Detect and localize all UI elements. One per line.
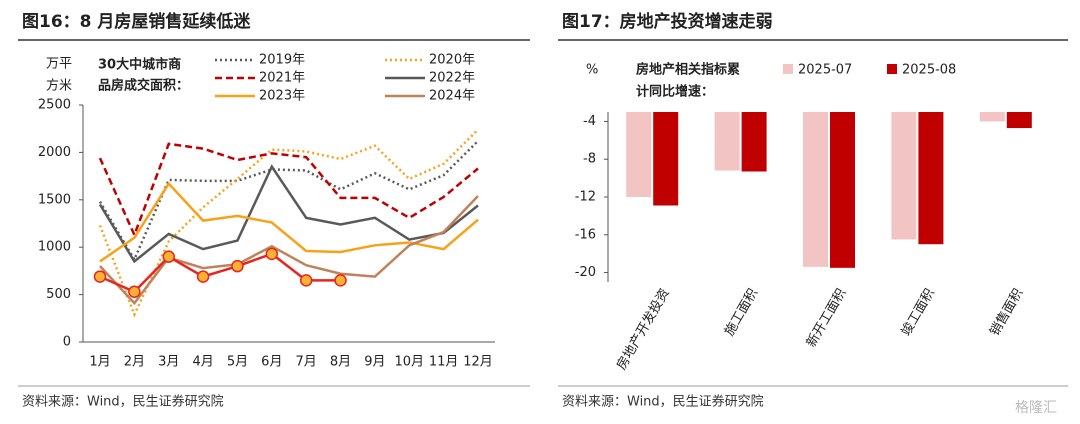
point-marker	[162, 250, 175, 263]
legend-title: 计同比增速：	[636, 84, 714, 100]
y-tick-label: -4	[583, 114, 596, 129]
legend-label: 2020年	[429, 53, 475, 68]
legend-swatch	[783, 64, 793, 74]
bar	[979, 112, 1005, 122]
x-tick-label: 8月	[330, 355, 351, 370]
point-marker	[196, 270, 210, 283]
series-line	[98, 128, 479, 318]
series-line	[99, 195, 479, 306]
series-line	[99, 181, 479, 263]
bar	[918, 112, 944, 245]
bar	[891, 112, 917, 240]
x-tick-label: 4月	[192, 355, 213, 370]
point-marker	[231, 259, 244, 273]
x-tick-label: 3月	[158, 355, 179, 370]
legend-label: 2025-07	[798, 63, 852, 78]
series-line	[98, 140, 479, 263]
chart-title: 图17：房地产投资增速走弱	[562, 11, 773, 32]
x-tick-label: 竣工面积	[899, 286, 938, 339]
y-tick-label: 1500	[38, 192, 71, 207]
y-tick-label: -12	[575, 190, 596, 205]
bar	[830, 112, 855, 268]
x-tick-label: 新开工面积	[803, 286, 849, 350]
y-tick-label: 2000	[38, 145, 71, 160]
point-marker	[334, 274, 347, 287]
x-tick-label: 10月	[394, 355, 424, 370]
y-tick-label: 2500	[38, 98, 71, 113]
legend-title: 品房成交面积：	[98, 78, 189, 94]
x-tick-label: 施工面积	[722, 286, 761, 339]
y-axis-label: %	[586, 63, 598, 78]
x-tick-label: 房地产开发投资	[613, 286, 672, 373]
legend-swatch	[887, 64, 897, 74]
y-tick-label: 500	[46, 287, 71, 302]
bar	[741, 112, 767, 172]
source: 资料来源：Wind，民生证券研究院	[22, 394, 224, 410]
bar	[803, 112, 828, 267]
x-tick-label: 2月	[124, 355, 145, 370]
series-line	[98, 142, 479, 239]
y-tick-label: -20	[575, 265, 596, 280]
series-line	[99, 252, 341, 294]
bar	[714, 112, 740, 171]
y-tick-label: -8	[583, 152, 596, 167]
legend-label: 2023年	[259, 89, 305, 104]
x-tick-label: 1月	[89, 355, 110, 370]
y-axis-label: 万平	[46, 57, 72, 72]
x-tick-label: 9月	[364, 355, 385, 370]
point-marker	[265, 247, 279, 261]
bar	[626, 112, 652, 197]
x-tick-label: 销售面积	[986, 286, 1026, 339]
y-tick-label: 1000	[38, 240, 71, 255]
x-tick-label: 5月	[227, 355, 248, 370]
point-marker	[128, 285, 141, 299]
point-marker	[299, 274, 313, 287]
chart-title: 图16：8 月房屋销售延续低迷	[22, 11, 251, 32]
watermark: 格隆汇	[1015, 400, 1057, 416]
source: 资料来源：Wind，民生证券研究院	[562, 394, 764, 410]
x-tick-label: 12月	[463, 355, 493, 370]
bar	[1006, 112, 1032, 129]
bar	[653, 112, 679, 206]
legend-title: 房地产相关指标累	[636, 62, 740, 78]
y-tick-label: -16	[575, 227, 596, 242]
legend-label: 2022年	[429, 71, 475, 86]
legend-label: 2025-08	[902, 63, 956, 78]
y-tick-label: 0	[63, 335, 71, 350]
legend-label: 2021年	[259, 71, 305, 86]
point-marker	[93, 270, 107, 283]
x-tick-label: 7月	[296, 355, 317, 370]
legend-title: 30大中城市商	[98, 57, 181, 73]
series-line	[98, 164, 479, 264]
legend-label: 2019年	[259, 53, 305, 68]
legend-label: 2024年	[429, 89, 475, 104]
x-tick-label: 11月	[429, 355, 459, 370]
y-axis-label: 方米	[46, 78, 72, 94]
x-tick-label: 6月	[261, 355, 282, 370]
